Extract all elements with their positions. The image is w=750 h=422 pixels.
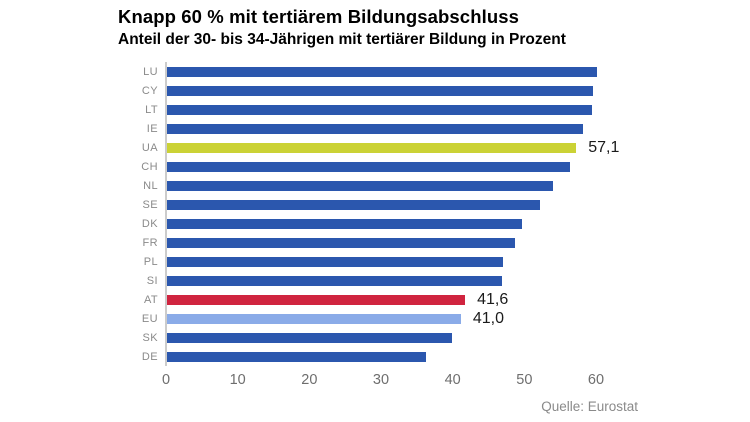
x-tick-40: 40 [444,372,461,388]
bar-AT [167,294,466,305]
bar-LU [167,66,597,77]
bar-CY [167,85,594,96]
country-label-AT: AT [143,293,158,306]
bar-row-NL: NL [120,176,730,195]
bar-row-LU: LU [120,62,730,81]
bar-row-LT: LT [120,100,730,119]
x-tick-0: 0 [161,372,171,388]
bar-SE [167,199,540,210]
bar-row-DE: DE [120,347,730,366]
bar-row-EU: EU 41,0 [120,309,730,328]
country-label-LT: LT [145,103,158,116]
country-label-IE: IE [146,122,158,135]
bar-SI [167,275,502,286]
bar-rows: LU CY LT IE UA 57,1 CH NL SE DK FR PL SI AT 41,6 EU 41,0… [120,62,730,366]
country-label-UA: UA [141,141,158,154]
country-label-FR: FR [142,236,158,249]
bar-row-IE: IE [120,119,730,138]
x-tick-60: 60 [587,372,605,388]
value-label-UA: 57,1 [588,138,620,156]
x-tick-50: 50 [516,372,533,388]
bar-row-PL: PL [120,252,730,271]
bar-row-SK: SK [120,328,730,347]
country-label-CH: CH [141,160,158,173]
bar-NL [167,180,554,191]
bar-CH [167,161,570,172]
country-label-SE: SE [142,198,158,211]
y-axis-line [165,62,167,366]
country-label-SI: SI [146,274,158,287]
bar-row-SI: SI [120,271,730,290]
country-label-SK: SK [142,331,158,344]
bar-FR [167,237,516,248]
x-axis: 0 10 20 30 40 50 60 [120,372,730,392]
bar-row-DK: DK [120,214,730,233]
bar-row-CH: CH [120,157,730,176]
bar-UA [167,142,577,153]
bar-LT [167,104,592,115]
bar-row-AT: AT 41,6 [120,290,730,309]
country-label-EU: EU [141,312,158,325]
country-label-DK: DK [141,217,158,230]
country-label-CY: CY [141,84,158,97]
bar-IE [167,123,583,134]
bar-row-FR: FR [120,233,730,252]
bar-SK [167,332,452,343]
country-label-DE: DE [141,350,158,363]
bar-PL [167,256,504,267]
bar-chart-area: LU CY LT IE UA 57,1 CH NL SE DK FR PL SI AT 41,6 EU 41,0… [120,62,730,366]
country-label-PL: PL [143,255,158,268]
bar-row-CY: CY [120,81,730,100]
source-credit: Quelle: Eurostat [541,399,638,414]
value-label-AT: 41,6 [477,290,509,308]
country-label-LU: LU [143,65,158,78]
x-tick-30: 30 [372,372,390,388]
bar-row-UA: UA 57,1 [120,138,730,157]
x-tick-20: 20 [301,372,318,388]
chart-subtitle: Anteil der 30- bis 34-Jährigen mit terti… [118,31,566,48]
chart-title: Knapp 60 % mit tertiärem Bildungsabschlu… [118,6,520,27]
country-label-NL: NL [143,179,158,192]
bar-row-SE: SE [120,195,730,214]
x-tick-10: 10 [229,372,246,388]
bar-EU [167,313,461,324]
bar-DE [167,351,427,362]
value-label-EU: 41,0 [472,309,504,327]
bar-DK [167,218,523,229]
